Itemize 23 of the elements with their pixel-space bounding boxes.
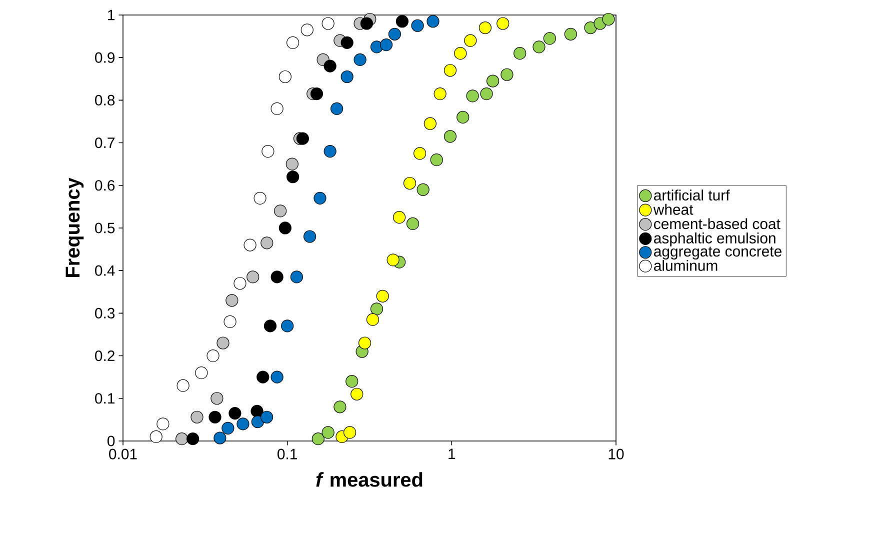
legend-label: artificial turf xyxy=(654,190,730,201)
y-tick-label: 0.4 xyxy=(95,265,115,276)
x-tick-label: 0.1 xyxy=(278,448,297,460)
y-axis-title: Frequency xyxy=(66,178,84,278)
x-tick-label: 0.01 xyxy=(109,448,137,460)
legend-label: aluminum xyxy=(654,260,718,271)
y-tick-label: 0.1 xyxy=(95,393,115,404)
legend-label: aggregate concrete xyxy=(654,246,782,260)
y-tick-label: 0.7 xyxy=(95,137,114,148)
x-axis-title: f measured xyxy=(316,472,422,487)
x-tick-label: 10 xyxy=(608,448,624,460)
y-tick-label: 0.9 xyxy=(95,52,115,63)
legend-label: asphaltic emulsion xyxy=(654,232,776,246)
y-tick-label: 0.8 xyxy=(95,94,115,106)
y-tick-label: 0.2 xyxy=(95,350,114,362)
legend-label: wheat xyxy=(653,204,694,215)
y-tick-label: 0 xyxy=(108,436,115,446)
y-tick-label: 0.3 xyxy=(95,308,115,318)
legend-label: cement-based coat xyxy=(654,218,780,230)
y-tick-label: 1 xyxy=(108,10,115,20)
x-tick-label: 1 xyxy=(448,448,456,460)
y-tick-label: 0.5 xyxy=(95,222,115,234)
y-tick-label: 0.6 xyxy=(95,180,115,191)
